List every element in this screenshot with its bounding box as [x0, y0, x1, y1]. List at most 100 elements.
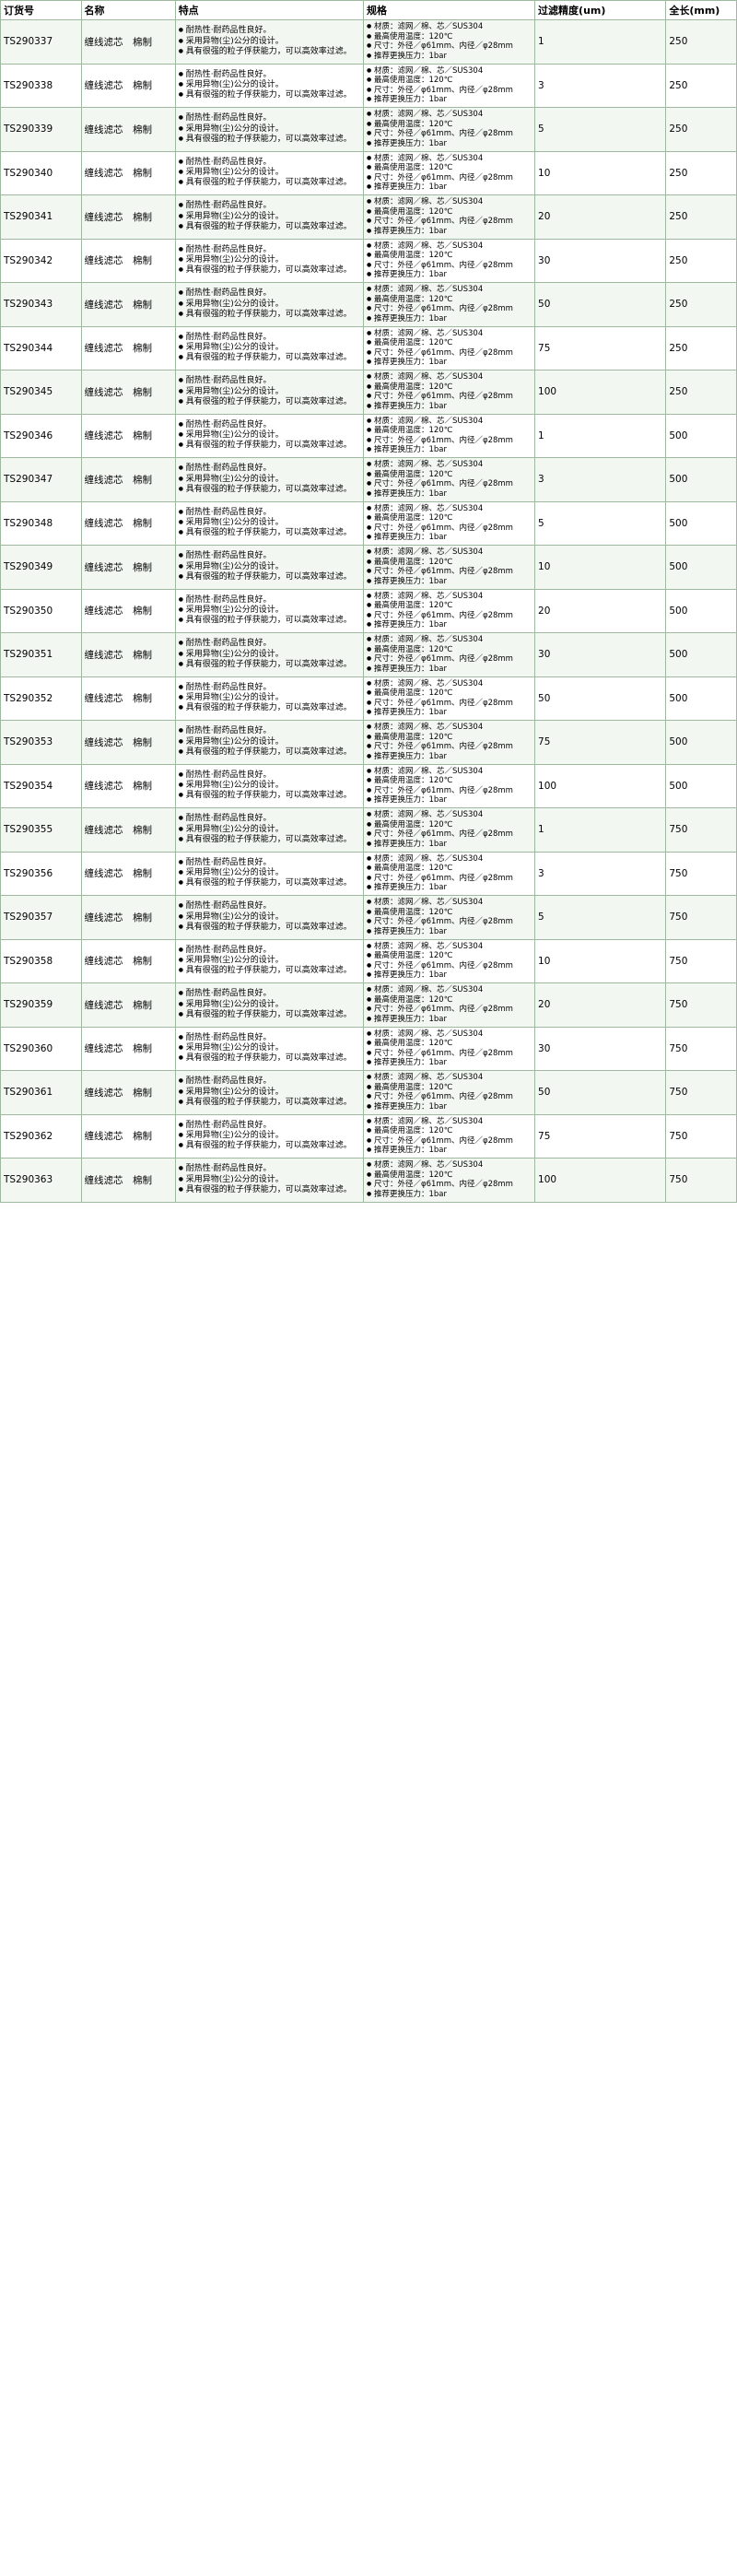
feature-item: 耐热性·耐药品性良好。	[179, 420, 360, 430]
spec-item: 最高使用温度：120℃	[367, 382, 532, 393]
feature-item: 耐热性·耐药品性良好。	[179, 26, 360, 36]
cell-order-code: TS290352	[0, 676, 82, 721]
spec-item: 尺寸：外径／φ61mm、内径／φ28mm	[367, 786, 532, 796]
product-table: 订货号 名称 特点 规格 过滤精度(um) 全长(mm) TS290337 缠线滤…	[0, 0, 737, 1203]
cell-filter-precision: 50	[534, 676, 667, 721]
cell-features: 耐热性·耐药品性良好。采用异物(尘)公分的设计。具有很强的粒子俘获能力，可以高效…	[174, 1113, 364, 1159]
cell-order-code: TS290348	[0, 500, 82, 546]
cell-filter-precision: 30	[534, 1026, 667, 1071]
cell-product-name: 缠线滤芯 棉制	[80, 325, 176, 371]
cell-filter-precision: 1	[534, 19, 667, 65]
cell-specification: 材质：滤网／棉、芯／SUS304最高使用温度：120℃尺寸：外径／φ61mm、内…	[362, 545, 536, 590]
cell-product-name: 缠线滤芯 棉制	[80, 19, 176, 65]
cell-filter-precision: 20	[534, 588, 667, 633]
cell-order-code: TS290362	[0, 1113, 82, 1159]
cell-specification: 材质：滤网／棉、芯／SUS304最高使用温度：120℃尺寸：外径／φ61mm、内…	[362, 851, 536, 896]
feature-item: 具有很强的粒子俘获能力，可以高效率过滤。	[179, 572, 360, 582]
spec-item: 尺寸：外径／φ61mm、内径／φ28mm	[367, 436, 532, 446]
spec-item: 推荐更换压力：1bar	[367, 52, 532, 62]
header-code: 订货号	[0, 0, 82, 20]
cell-order-code: TS290345	[0, 370, 82, 415]
cell-features: 耐热性·耐药品性良好。采用异物(尘)公分的设计。具有很强的粒子俘获能力，可以高效…	[174, 676, 364, 721]
feature-item: 具有很强的粒子俘获能力，可以高效率过滤。	[179, 1185, 360, 1195]
cell-features: 耐热性·耐药品性良好。采用异物(尘)公分的设计。具有很强的粒子俘获能力，可以高效…	[174, 19, 364, 65]
cell-order-code: TS290360	[0, 1026, 82, 1071]
cell-specification: 材质：滤网／棉、芯／SUS304最高使用温度：120℃尺寸：外径／φ61mm、内…	[362, 1113, 536, 1159]
feature-item: 具有很强的粒子俘获能力，可以高效率过滤。	[179, 1053, 360, 1064]
cell-order-code: TS290349	[0, 545, 82, 590]
spec-item: 最高使用温度：120℃	[367, 251, 532, 261]
feature-item: 耐热性·耐药品性良好。	[179, 245, 360, 255]
feature-item: 具有很强的粒子俘获能力，可以高效率过滤。	[179, 441, 360, 451]
feature-item: 耐热性·耐药品性良好。	[179, 946, 360, 956]
spec-item: 材质：滤网／棉、芯／SUS304	[367, 22, 532, 32]
spec-item: 最高使用温度：120℃	[367, 645, 532, 655]
feature-item: 耐热性·耐药品性良好。	[179, 508, 360, 518]
cell-product-name: 缠线滤芯 棉制	[80, 807, 176, 853]
cell-product-name: 缠线滤芯 棉制	[80, 413, 176, 458]
spec-item: 最高使用温度：120℃	[367, 163, 532, 173]
spec-item: 材质：滤网／棉、芯／SUS304	[367, 110, 532, 120]
spec-item: 材质：滤网／棉、芯／SUS304	[367, 985, 532, 995]
cell-product-name: 缠线滤芯 棉制	[80, 588, 176, 633]
feature-item: 具有很强的粒子俘获能力，可以高效率过滤。	[179, 966, 360, 976]
cell-order-code: TS290350	[0, 588, 82, 633]
spec-item: 最高使用温度：120℃	[367, 601, 532, 611]
cell-total-length: 250	[665, 370, 737, 415]
cell-total-length: 500	[665, 676, 737, 721]
spec-item: 推荐更换压力：1bar	[367, 883, 532, 893]
cell-order-code: TS290339	[0, 107, 82, 152]
cell-specification: 材质：滤网／棉、芯／SUS304最高使用温度：120℃尺寸：外径／φ61mm、内…	[362, 194, 536, 240]
spec-item: 材质：滤网／棉、芯／SUS304	[367, 1160, 532, 1170]
cell-specification: 材质：滤网／棉、芯／SUS304最高使用温度：120℃尺寸：外径／φ61mm、内…	[362, 1026, 536, 1071]
spec-item: 尺寸：外径／φ61mm、内径／φ28mm	[367, 1092, 532, 1102]
cell-total-length: 250	[665, 107, 737, 152]
cell-order-code: TS290340	[0, 150, 82, 195]
cell-product-name: 缠线滤芯 棉制	[80, 282, 176, 327]
cell-features: 耐热性·耐药品性良好。采用异物(尘)公分的设计。具有很强的粒子俘获能力，可以高效…	[174, 457, 364, 502]
cell-product-name: 缠线滤芯 棉制	[80, 107, 176, 152]
feature-item: 耐热性·耐药品性良好。	[179, 551, 360, 561]
cell-total-length: 500	[665, 413, 737, 458]
feature-item: 耐热性·耐药品性良好。	[179, 814, 360, 824]
spec-item: 尺寸：外径／φ61mm、内径／φ28mm	[367, 41, 532, 52]
cell-product-name: 缠线滤芯 棉制	[80, 720, 176, 765]
cell-specification: 材质：滤网／棉、芯／SUS304最高使用温度：120℃尺寸：外径／φ61mm、内…	[362, 413, 536, 458]
spec-item: 最高使用温度：120℃	[367, 1170, 532, 1181]
spec-item: 材质：滤网／棉、芯／SUS304	[367, 460, 532, 470]
cell-total-length: 750	[665, 1026, 737, 1071]
spec-item: 推荐更换压力：1bar	[367, 1058, 532, 1068]
spec-item: 最高使用温度：120℃	[367, 951, 532, 961]
spec-item: 材质：滤网／棉、芯／SUS304	[367, 942, 532, 952]
cell-features: 耐热性·耐药品性良好。采用异物(尘)公分的设计。具有很强的粒子俘获能力，可以高效…	[174, 325, 364, 371]
feature-item: 耐热性·耐药品性良好。	[179, 683, 360, 693]
spec-item: 推荐更换压力：1bar	[367, 489, 532, 500]
spec-item: 尺寸：外径／φ61mm、内径／φ28mm	[367, 567, 532, 577]
cell-product-name: 缠线滤芯 棉制	[80, 194, 176, 240]
cell-filter-precision: 30	[534, 632, 667, 677]
spec-item: 材质：滤网／棉、芯／SUS304	[367, 504, 532, 514]
header-precision: 过滤精度(um)	[534, 0, 667, 20]
cell-specification: 材质：滤网／棉、芯／SUS304最高使用温度：120℃尺寸：外径／φ61mm、内…	[362, 457, 536, 502]
cell-features: 耐热性·耐药品性良好。采用异物(尘)公分的设计。具有很强的粒子俘获能力，可以高效…	[174, 1070, 364, 1115]
cell-total-length: 750	[665, 1158, 737, 1203]
cell-filter-precision: 1	[534, 807, 667, 853]
cell-features: 耐热性·耐药品性良好。采用异物(尘)公分的设计。具有很强的粒子俘获能力，可以高效…	[174, 370, 364, 415]
cell-product-name: 缠线滤芯 棉制	[80, 763, 176, 808]
feature-item: 采用异物(尘)公分的设计。	[179, 737, 360, 747]
spec-item: 推荐更换压力：1bar	[367, 358, 532, 368]
cell-filter-precision: 3	[534, 457, 667, 502]
feature-item: 具有很强的粒子俘获能力，可以高效率过滤。	[179, 310, 360, 320]
feature-item: 具有很强的粒子俘获能力，可以高效率过滤。	[179, 878, 360, 888]
cell-filter-precision: 75	[534, 720, 667, 765]
spec-item: 材质：滤网／棉、芯／SUS304	[367, 417, 532, 427]
feature-item: 具有很强的粒子俘获能力，可以高效率过滤。	[179, 485, 360, 495]
cell-total-length: 250	[665, 194, 737, 240]
cell-order-code: TS290342	[0, 238, 82, 283]
cell-features: 耐热性·耐药品性良好。采用异物(尘)公分的设计。具有很强的粒子俘获能力，可以高效…	[174, 632, 364, 677]
